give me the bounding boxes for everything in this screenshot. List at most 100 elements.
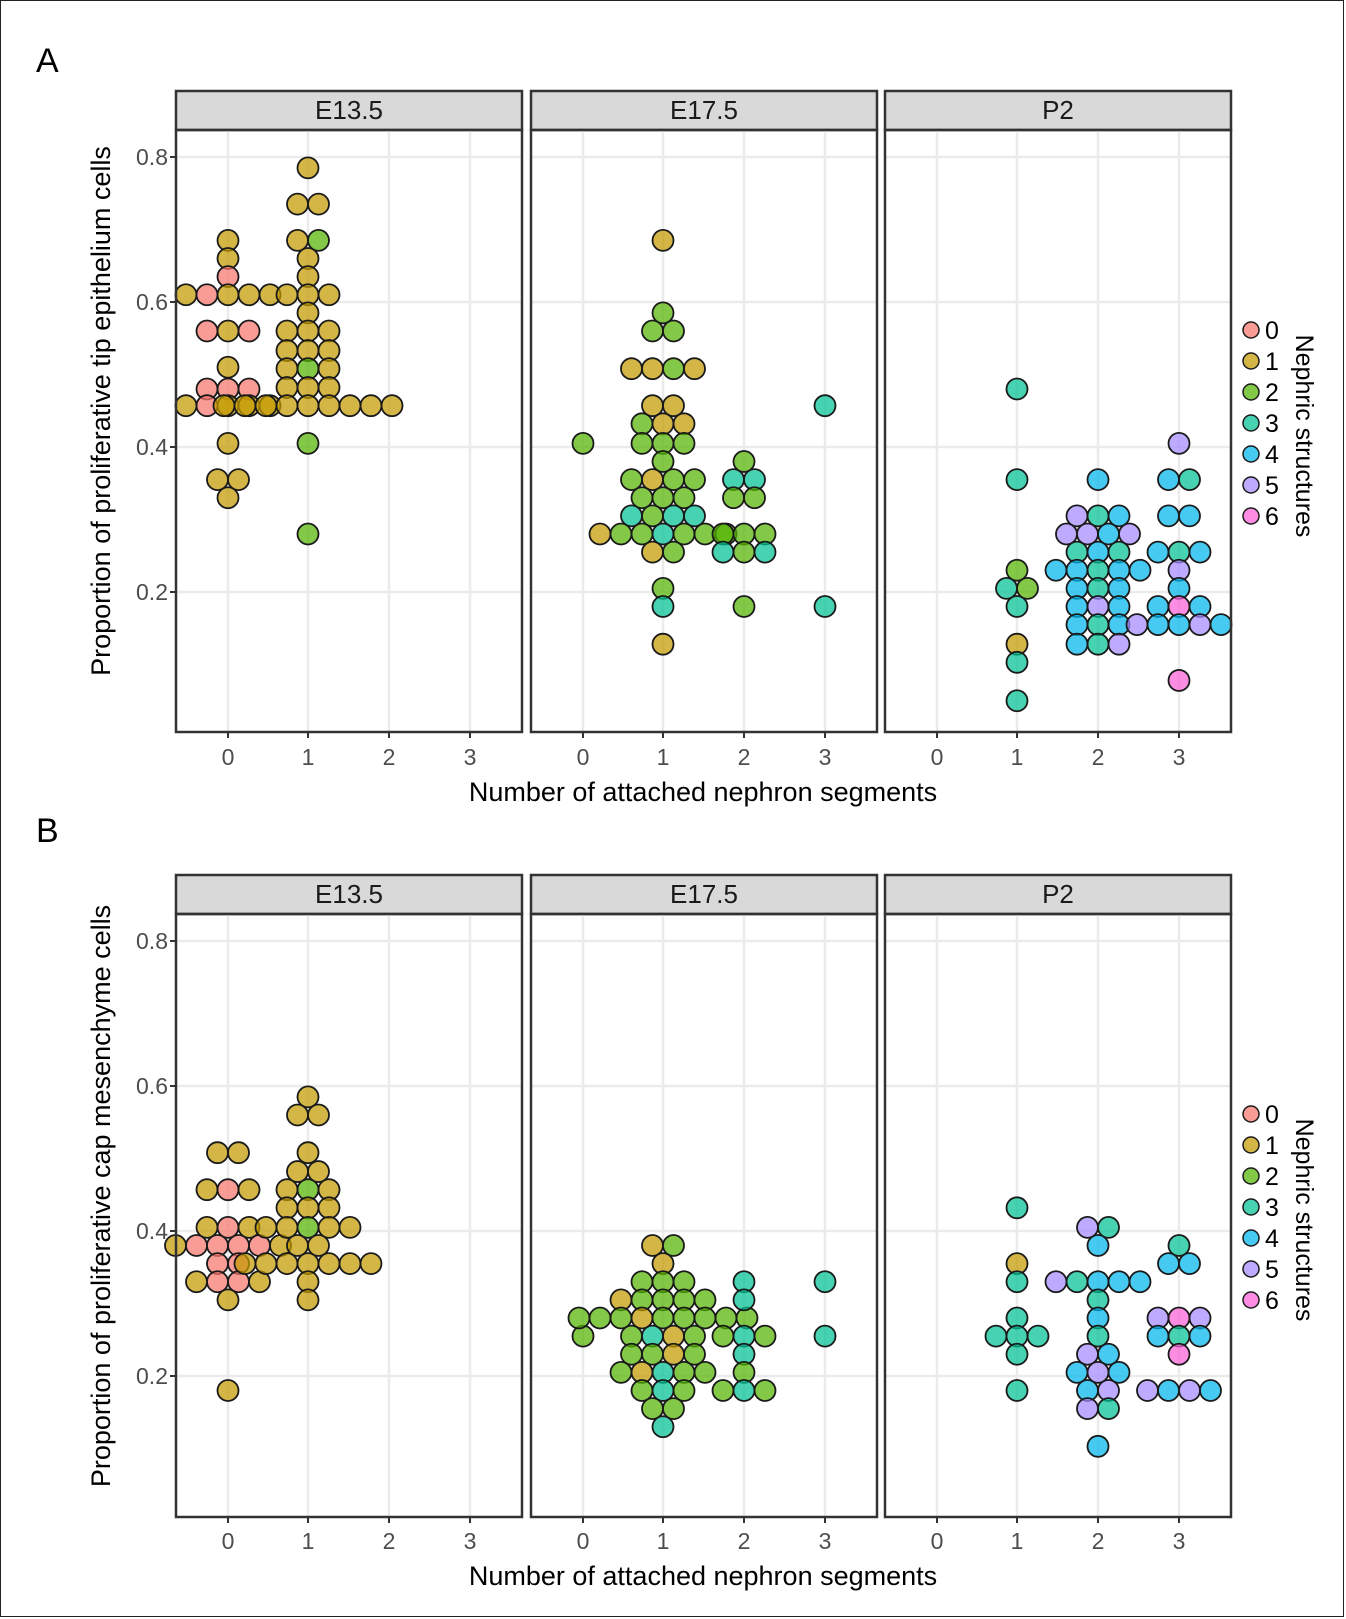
data-point — [672, 431, 696, 455]
data-point — [296, 319, 320, 343]
data-point — [1178, 468, 1201, 492]
data-point — [275, 1252, 299, 1276]
legend-key — [1242, 1198, 1260, 1216]
data-point — [1209, 613, 1233, 637]
data-point — [1118, 522, 1141, 546]
data-point — [1097, 1215, 1120, 1239]
legend-label: 4 — [1265, 441, 1279, 469]
data-point — [1016, 576, 1039, 600]
data-point — [296, 1141, 320, 1165]
y-tick-label: 0.8 — [136, 928, 168, 954]
facet-strip — [529, 873, 879, 916]
data-point — [254, 1215, 278, 1239]
data-point — [307, 1234, 330, 1257]
data-point — [174, 283, 198, 307]
data-point — [286, 192, 309, 216]
data-point — [1005, 468, 1029, 492]
y-axis-title: Proportion of proliferative tip epitheli… — [86, 146, 116, 676]
data-point — [233, 394, 257, 418]
legend-label: 1 — [1265, 1132, 1279, 1160]
data-point — [307, 192, 330, 216]
legend-key — [1242, 507, 1260, 525]
data-point — [1086, 613, 1110, 637]
legend-label: 2 — [1265, 379, 1279, 407]
data-point — [296, 1288, 320, 1312]
data-point — [195, 319, 219, 343]
data-point — [338, 1215, 362, 1239]
data-point — [732, 450, 756, 473]
data-point — [662, 1234, 685, 1257]
data-point — [307, 1160, 330, 1183]
x-tick-label: 0 — [931, 744, 944, 770]
data-point — [732, 540, 756, 564]
data-point — [1178, 1379, 1201, 1402]
data-point — [195, 283, 219, 307]
data-point — [651, 412, 675, 436]
legend-label: 1 — [1265, 348, 1279, 376]
facet-e13-5: E13.5 0 1 2 3 — [174, 89, 524, 770]
x-tick-label: 2 — [738, 1528, 751, 1554]
data-point — [275, 1196, 299, 1220]
data-point — [1107, 632, 1131, 656]
x-tick-label: 0 — [222, 744, 235, 770]
data-point — [1065, 1270, 1089, 1294]
facet-p2: P2 0 1 2 3 — [883, 873, 1233, 1554]
data-point — [174, 394, 198, 418]
x-tick-label: 3 — [1173, 744, 1186, 770]
data-point — [1005, 558, 1029, 582]
data-point — [1086, 1234, 1110, 1257]
data-point — [651, 595, 675, 618]
data-point — [1107, 1270, 1131, 1294]
data-point — [1065, 613, 1089, 637]
facet-strip — [883, 873, 1233, 916]
data-point — [296, 522, 320, 546]
data-point — [1157, 504, 1180, 528]
facet-strip — [174, 873, 524, 916]
data-point — [588, 1306, 612, 1330]
data-point — [683, 468, 706, 492]
data-point — [1188, 613, 1212, 637]
data-point — [1005, 650, 1029, 674]
x-tick-label: 2 — [1092, 744, 1105, 770]
data-point — [651, 228, 675, 252]
x-tick-label: 3 — [1173, 1528, 1186, 1554]
x-tick-label: 1 — [302, 744, 315, 770]
data-point — [1178, 504, 1201, 528]
data-point — [1167, 613, 1191, 637]
data-point — [1167, 431, 1191, 455]
panel-letter: B — [36, 812, 59, 850]
data-point — [711, 1379, 735, 1402]
data-point — [662, 394, 685, 418]
data-point — [216, 1379, 240, 1402]
data-point — [317, 1252, 341, 1276]
data-point — [359, 1252, 383, 1276]
facet-panel-border — [529, 912, 879, 1519]
data-point — [275, 394, 299, 418]
data-point — [1107, 504, 1131, 528]
facet-strip-label: P2 — [1042, 879, 1074, 909]
data-point — [1167, 669, 1191, 692]
data-point — [338, 1252, 362, 1276]
data-point — [1188, 540, 1212, 564]
data-point — [571, 431, 595, 455]
data-point — [683, 357, 706, 381]
x-tick-label: 1 — [302, 1528, 315, 1554]
x-tick-label: 0 — [931, 1528, 944, 1554]
data-point — [1086, 1434, 1110, 1458]
x-tick-label: 2 — [383, 744, 396, 770]
data-point — [753, 1379, 777, 1402]
data-point — [1146, 613, 1170, 637]
data-point — [216, 1178, 240, 1202]
data-point — [237, 319, 261, 343]
data-point — [1167, 1342, 1191, 1366]
data-point — [254, 1252, 278, 1276]
panel-a: A Proportion of proliferative tip epithel… — [36, 42, 1318, 807]
x-axis-title: Number of attached nephron segments — [469, 1561, 937, 1591]
facet-strip — [883, 89, 1233, 132]
data-point — [1188, 1324, 1212, 1348]
x-tick-label: 2 — [383, 1528, 396, 1554]
y-tick-label: 0.4 — [136, 434, 168, 460]
data-point — [1086, 1324, 1110, 1348]
data-point — [185, 1234, 208, 1257]
